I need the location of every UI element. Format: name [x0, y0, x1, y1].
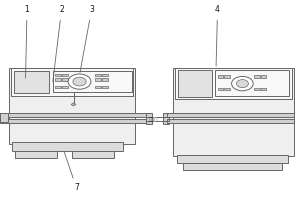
Polygon shape [183, 163, 282, 170]
Polygon shape [146, 113, 152, 124]
Circle shape [73, 77, 86, 86]
Polygon shape [9, 68, 135, 144]
Polygon shape [215, 70, 289, 96]
Polygon shape [218, 75, 223, 78]
Polygon shape [102, 74, 108, 76]
Polygon shape [261, 75, 266, 78]
Polygon shape [0, 119, 146, 123]
Polygon shape [55, 86, 61, 88]
Polygon shape [254, 88, 260, 90]
Polygon shape [94, 86, 100, 88]
Polygon shape [254, 75, 260, 78]
Polygon shape [11, 68, 134, 96]
Polygon shape [102, 78, 108, 81]
Polygon shape [224, 88, 230, 90]
Polygon shape [177, 155, 288, 163]
Text: 4: 4 [215, 5, 220, 66]
Polygon shape [172, 68, 294, 156]
Polygon shape [55, 74, 61, 76]
Polygon shape [167, 119, 294, 123]
Polygon shape [72, 151, 114, 158]
Polygon shape [163, 113, 169, 124]
Polygon shape [15, 151, 57, 158]
Circle shape [236, 80, 248, 88]
Polygon shape [261, 88, 266, 90]
Circle shape [232, 76, 253, 91]
Polygon shape [62, 74, 68, 76]
Text: 7: 7 [64, 151, 79, 192]
Polygon shape [52, 71, 132, 92]
Polygon shape [0, 113, 8, 122]
Text: 2: 2 [53, 5, 64, 82]
Polygon shape [178, 70, 212, 97]
Text: 分流区: 分流区 [149, 117, 159, 122]
Polygon shape [94, 78, 100, 81]
Polygon shape [55, 78, 61, 81]
Polygon shape [0, 113, 146, 117]
Circle shape [68, 74, 91, 89]
Polygon shape [12, 142, 123, 151]
Polygon shape [167, 113, 294, 117]
Polygon shape [14, 71, 50, 93]
Polygon shape [175, 68, 292, 99]
Text: 3: 3 [80, 5, 94, 72]
Polygon shape [71, 103, 76, 106]
Polygon shape [224, 75, 230, 78]
Polygon shape [218, 88, 223, 90]
Polygon shape [102, 86, 108, 88]
Text: 1: 1 [25, 5, 29, 78]
Polygon shape [62, 86, 68, 88]
Polygon shape [62, 78, 68, 81]
Polygon shape [94, 74, 100, 76]
